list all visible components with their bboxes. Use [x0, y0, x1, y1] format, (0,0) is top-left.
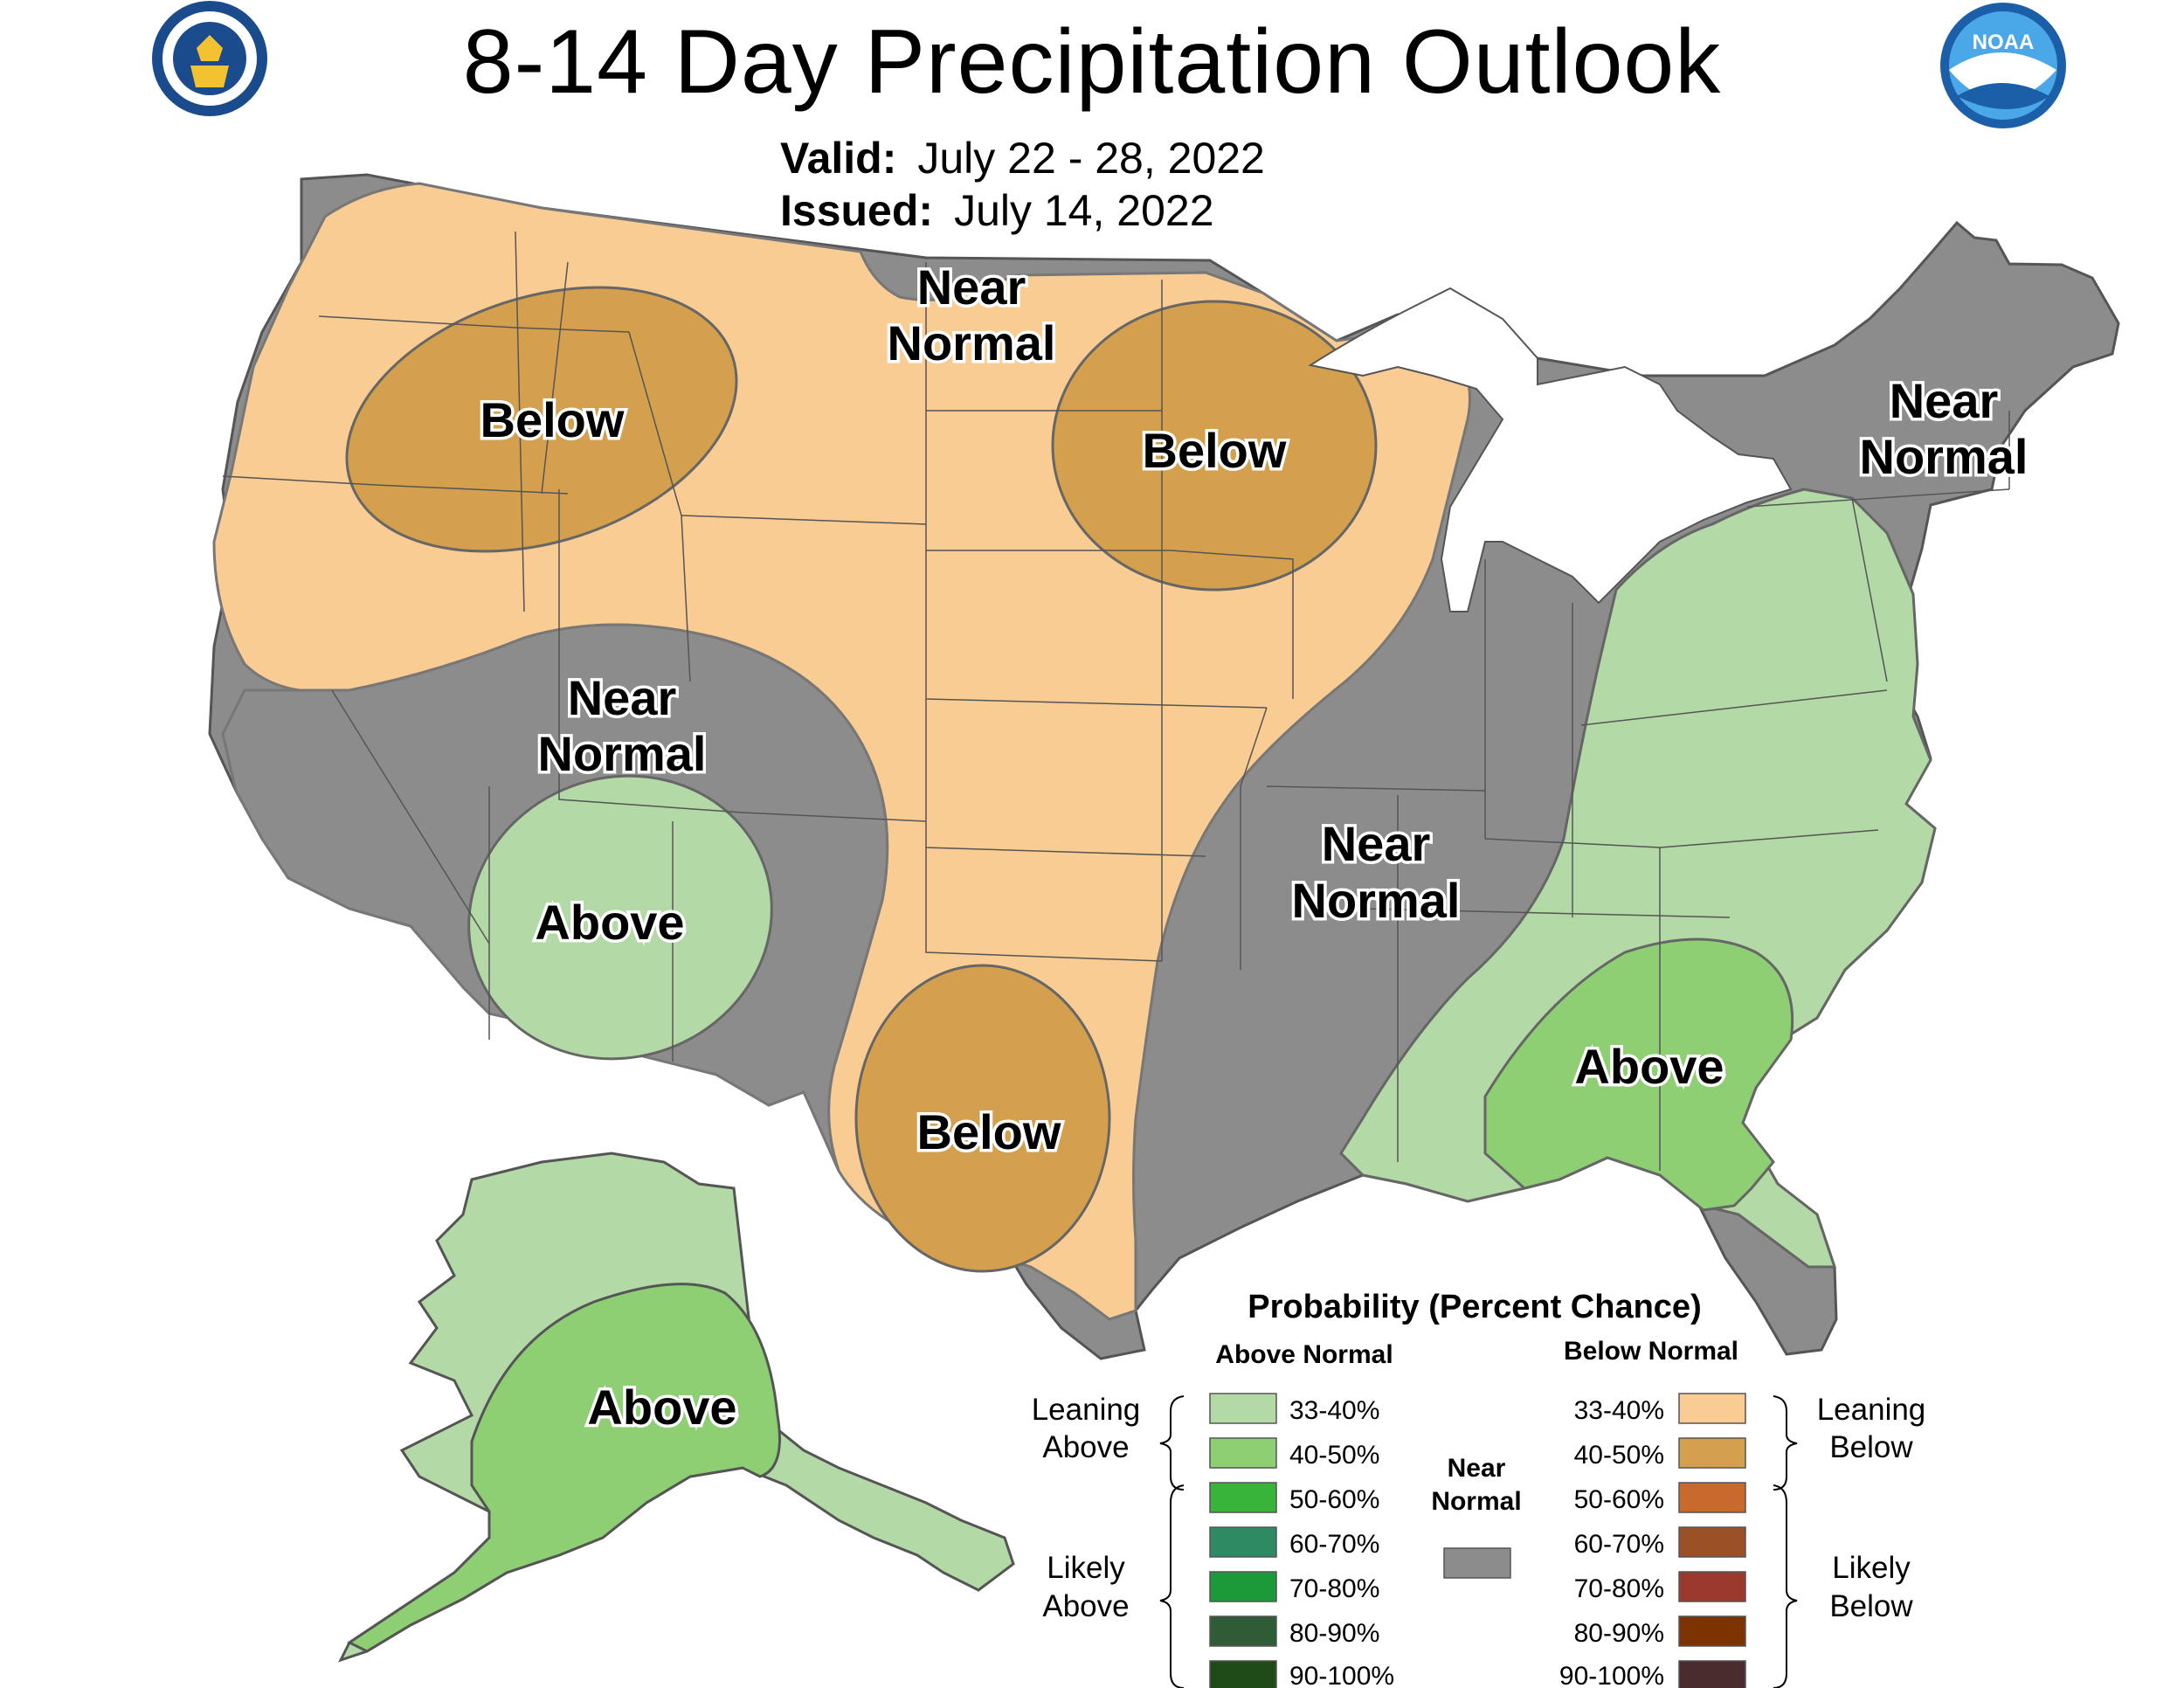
valid-label: Valid:: [780, 134, 897, 183]
se-leaning-above-region: [1339, 488, 1937, 1269]
ak-above-label: Above: [587, 1380, 736, 1435]
legend-likely-above-2: Above: [1042, 1589, 1129, 1623]
legend-leaning-above-2: Above: [1042, 1430, 1129, 1464]
tx-below-region: [854, 964, 1111, 1273]
sw-near-label-2: Normal: [538, 726, 707, 781]
swatch-below-50-60: [1678, 1482, 1746, 1513]
range-above-5: 80-90%: [1289, 1619, 1379, 1648]
valid-line: Valid: July 22 - 28, 2022: [780, 133, 1265, 183]
legend-leaning-below-1: Leaning: [1817, 1393, 1926, 1427]
issued-line: Issued: July 14, 2022: [780, 185, 1214, 236]
mid-near-label-2: Normal: [1292, 873, 1461, 928]
swatch-below-70-80: [1678, 1571, 1746, 1602]
legend-likely-below-1: Likely: [1832, 1551, 1911, 1585]
swatch-near-normal: [1443, 1547, 1511, 1579]
noaa-logo: NOAA: [1940, 3, 2066, 128]
issued-value: July 14, 2022: [954, 186, 1214, 235]
swatch-above-50-60: [1209, 1482, 1277, 1513]
legend-title: Probability (Percent Chance): [1248, 1289, 1701, 1325]
legend-near-1: Near: [1448, 1454, 1506, 1483]
swatch-above-60-70: [1209, 1526, 1277, 1558]
range-below-0: 33-40%: [1574, 1396, 1664, 1425]
svg-text:NOAA: NOAA: [1973, 31, 2035, 54]
range-above-2: 50-60%: [1289, 1485, 1379, 1514]
swatch-above-90-100: [1209, 1660, 1277, 1688]
tx-below-label: Below: [917, 1104, 1061, 1159]
mid-near-label-1: Near: [1322, 816, 1431, 871]
range-below-5: 80-90%: [1574, 1619, 1664, 1648]
nw-below-region: [345, 286, 738, 553]
range-above-6: 90-100%: [1289, 1662, 1394, 1688]
issued-label: Issued:: [780, 186, 934, 235]
range-above-3: 60-70%: [1289, 1530, 1379, 1559]
legend-likely-below-2: Below: [1829, 1589, 1913, 1623]
nw-below-label: Below: [480, 392, 625, 447]
legend-above-header: Above Normal: [1215, 1340, 1393, 1369]
swatch-above-33-40: [1209, 1393, 1277, 1424]
page-title: 8-14 Day Precipitation Outlook: [462, 11, 1722, 113]
legend-likely-above-1: Likely: [1047, 1551, 1125, 1585]
mw-below-label: Below: [1143, 423, 1287, 478]
swatch-above-40-50: [1209, 1437, 1277, 1469]
swatch-below-33-40: [1678, 1393, 1746, 1424]
brace-leaning-below: [1773, 1395, 1798, 1491]
north-near-label-2: Normal: [888, 315, 1056, 370]
swatch-below-80-90: [1678, 1615, 1746, 1647]
range-above-1: 40-50%: [1289, 1441, 1379, 1470]
legend-near-2: Normal: [1431, 1487, 1521, 1516]
department-of-commerce-seal: [152, 1, 267, 116]
se-above-label: Above: [1574, 1039, 1724, 1094]
legend-leaning-below-2: Below: [1829, 1430, 1913, 1464]
state-boundaries: [222, 231, 2010, 1171]
legend: Probability (Percent Chance) Above Norma…: [1032, 1289, 1926, 1688]
great-lakes: [1308, 287, 1793, 612]
brace-likely-above: [1159, 1484, 1185, 1688]
legend-leaning-above-1: Leaning: [1032, 1393, 1141, 1427]
alaska-above-region: [347, 1283, 781, 1653]
sw-above-label: Above: [535, 895, 684, 950]
brace-leaning-above: [1159, 1395, 1185, 1491]
mw-below-region: [1051, 300, 1378, 591]
range-below-4: 70-80%: [1574, 1574, 1664, 1603]
sw-above-region: [467, 774, 773, 1061]
sw-near-label-1: Near: [568, 670, 677, 725]
range-above-0: 33-40%: [1289, 1396, 1379, 1425]
range-below-3: 60-70%: [1574, 1530, 1664, 1559]
swatch-below-40-50: [1678, 1437, 1746, 1469]
range-below-6: 90-100%: [1559, 1662, 1664, 1688]
range-above-4: 70-80%: [1289, 1574, 1379, 1603]
valid-value: July 22 - 28, 2022: [917, 134, 1265, 183]
swatch-below-60-70: [1678, 1526, 1746, 1558]
swatch-above-80-90: [1209, 1615, 1277, 1647]
ne-near-label-2: Normal: [1860, 429, 2028, 484]
ne-near-label-1: Near: [1890, 373, 1999, 428]
range-below-2: 50-60%: [1574, 1485, 1664, 1514]
se-above-region: [1483, 937, 1794, 1212]
swatch-above-70-80: [1209, 1571, 1277, 1602]
north-near-label-1: Near: [917, 259, 1026, 315]
swatch-below-90-100: [1678, 1660, 1746, 1688]
brace-likely-below: [1773, 1484, 1798, 1688]
legend-below-header: Below Normal: [1564, 1337, 1738, 1366]
range-below-1: 40-50%: [1574, 1441, 1664, 1470]
